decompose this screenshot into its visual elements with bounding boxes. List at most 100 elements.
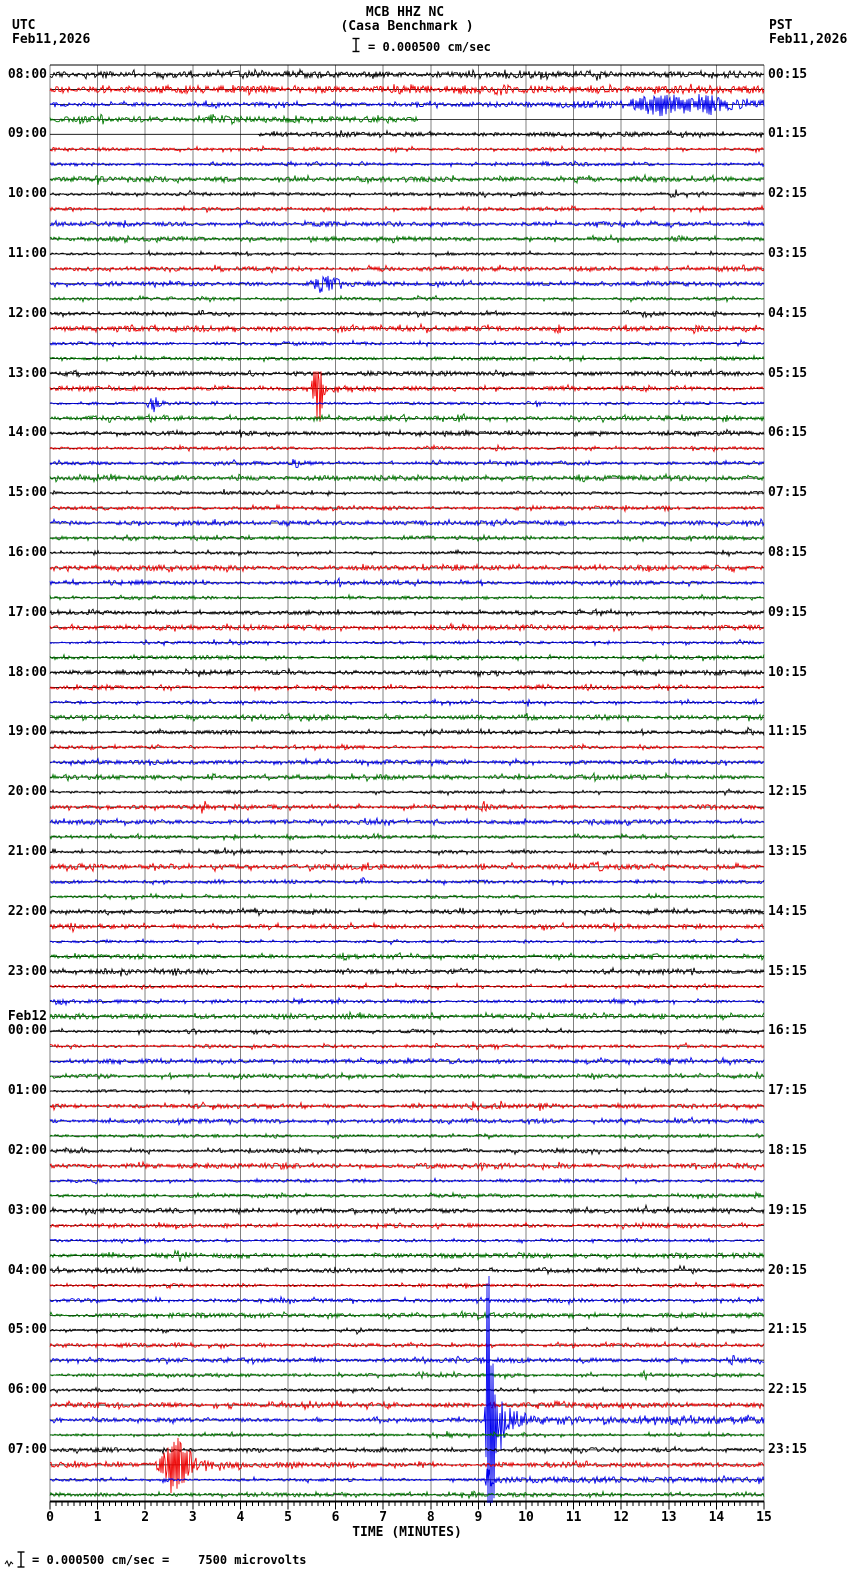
utc-time-label: 05:00 [7,1322,47,1338]
utc-time-label: 16:00 [7,544,47,560]
utc-time-label: 08:00 [7,66,47,82]
trace-row [49,593,765,602]
utc-time-label: 15:00 [7,485,47,501]
amplitude-scale-label: = 0.000500 cm/sec [368,40,491,54]
minute-tick-label: 4 [236,1510,245,1525]
date-left-label: Feb11,2026 [12,32,91,47]
utc-time-label: 23:00 [7,963,47,979]
axis-ticks [49,1501,765,1510]
trace-row [49,173,765,185]
trace-row [49,94,765,117]
pst-time-label: 23:15 [768,1441,808,1457]
minute-tick-label: 13 [660,1510,677,1525]
trace-row [49,1027,765,1037]
pst-time-label: 15:15 [768,963,808,979]
trace-row [49,458,765,468]
utc-time-label: 03:00 [7,1202,47,1218]
trace-row [49,412,765,424]
trace-row [49,1468,765,1487]
trace-row [49,322,765,335]
pst-time-label: 21:15 [768,1322,808,1338]
trace-row [50,309,765,319]
trace-row [49,1160,765,1172]
minute-tick-label: 3 [188,1510,197,1525]
trace-row [49,757,765,768]
minute-gridlines [49,65,765,1502]
pst-time-label: 20:15 [768,1262,808,1278]
minute-tick-label: 0 [46,1510,54,1525]
trace-row [49,428,765,438]
trace-row [49,443,765,453]
pst-time-label: 11:15 [768,724,808,740]
trace-row [49,338,765,348]
trace-row [49,861,765,873]
minute-tick-label: 7 [379,1510,388,1525]
trace-row [49,1041,765,1051]
trace-row [49,653,765,663]
utc-time-label: 09:00 [7,126,47,142]
pst-time-label: 22:15 [768,1382,808,1398]
trace-row [49,264,765,274]
pst-time-label: 12:15 [768,784,808,800]
trace-row [49,83,765,97]
pst-time-label: 05:15 [768,365,808,381]
footnote-text: = 0.000500 cm/sec = 7500 microvolts [32,1553,307,1567]
timezone-right-label: PST [769,18,793,33]
trace-row [49,1056,765,1067]
trace-row [257,129,765,140]
utc-time-label: 14:00 [7,425,47,441]
trace-row [49,233,765,245]
station-title: MCB HHZ NC [365,5,445,20]
minute-tick-label: 12 [613,1510,630,1525]
trace-row [49,921,765,934]
trace-row [49,371,765,422]
trace-row [49,1264,765,1276]
utc-time-label: 10:00 [7,186,47,202]
utc-time-label: 11:00 [7,245,47,261]
minute-tick-label: 5 [284,1510,292,1525]
trace-row [49,832,765,842]
utc-time-label: 06:00 [7,1382,47,1398]
trace-row [49,533,765,543]
utc-time-label: 18:00 [7,664,47,680]
trace-row [49,1221,765,1231]
minute-tick-label: 9 [474,1510,483,1525]
trace-row [49,397,765,413]
trace-row [49,1071,765,1081]
pst-time-label: 19:15 [768,1202,808,1218]
trace-row [49,1385,765,1395]
minute-tick-label: 11 [565,1510,582,1525]
pst-time-label: 02:15 [768,186,808,202]
trace-row [49,249,765,258]
trace-row [49,219,765,229]
trace-row [49,1399,765,1412]
trace-row [49,906,765,917]
trace-row [49,1489,765,1500]
pst-time-label: 09:15 [768,604,808,620]
pst-time-label: 17:15 [768,1083,808,1099]
trace-row [49,771,765,783]
trace-row [49,787,764,797]
trace-row [49,517,765,529]
trace-row [49,489,765,498]
trace-row [49,294,765,304]
pst-time-label: 04:15 [768,305,808,321]
trace-row [50,1369,765,1382]
trace-row [49,368,765,378]
trace-row [49,712,765,723]
utc-time-label: 02:00 [7,1142,47,1158]
trace-row [49,113,419,126]
pst-time-label: 03:15 [768,245,808,261]
trace-row [49,1146,765,1156]
trace-row [49,816,765,827]
minute-tick-label: 10 [518,1510,534,1525]
minute-tick-label: 6 [331,1510,340,1525]
trace-row [49,1430,765,1440]
trace-row [49,937,765,946]
pst-time-label: 00:15 [768,66,808,82]
utc-time-label: 07:00 [7,1441,47,1457]
trace-row [49,1100,765,1112]
trace-row [49,742,765,752]
utc-time-label: 21:00 [7,843,47,859]
trace-row [50,876,765,887]
